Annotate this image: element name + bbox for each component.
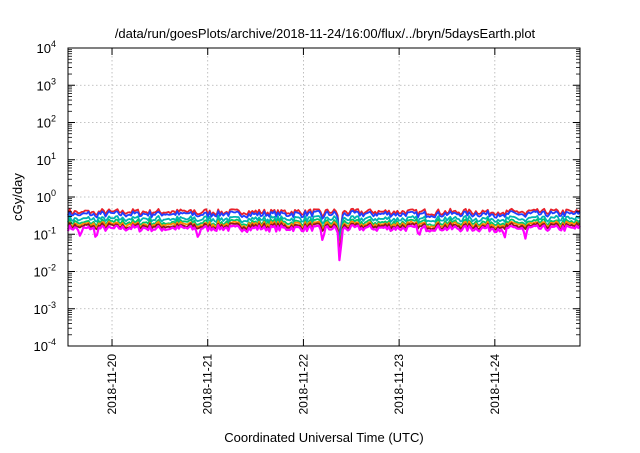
- x-tick-label: 2018-11-24: [488, 354, 502, 415]
- x-tick-label: 2018-11-20: [105, 354, 119, 415]
- x-ticks: 2018-11-20 2018-11-21 2018-11-22 2018-11-23…: [105, 48, 502, 415]
- chart-title: /data/run/goesPlots/archive/2018-11-24/1…: [115, 26, 536, 41]
- y-tick-label: 10-2: [34, 263, 56, 280]
- series-line: [66, 224, 581, 262]
- x-tick-label: 2018-11-21: [201, 354, 215, 415]
- y-tick-label: 10-3: [34, 300, 56, 317]
- series-line: [67, 210, 581, 241]
- x-tick-label: 2018-11-22: [296, 354, 310, 415]
- y-tick-label: 10-4: [34, 337, 56, 354]
- y-tick-label: 102: [37, 114, 56, 131]
- y-tick-label: 103: [37, 76, 56, 93]
- series-group: [66, 207, 581, 262]
- y-axis-label: cGy/day: [10, 173, 25, 221]
- grid: [68, 48, 580, 346]
- series-line: [67, 214, 581, 246]
- y-tick-label: 104: [37, 39, 56, 56]
- y-tick-label: 100: [37, 188, 56, 205]
- y-tick-label: 10-1: [34, 225, 56, 242]
- x-axis-label: Coordinated Universal Time (UTC): [224, 430, 423, 445]
- y-tick-label: 101: [37, 151, 56, 168]
- x-tick-label: 2018-11-23: [392, 354, 406, 415]
- y-ticks: 10-4 10-3 10-2 10-1 100 101 102 103 104: [34, 39, 580, 354]
